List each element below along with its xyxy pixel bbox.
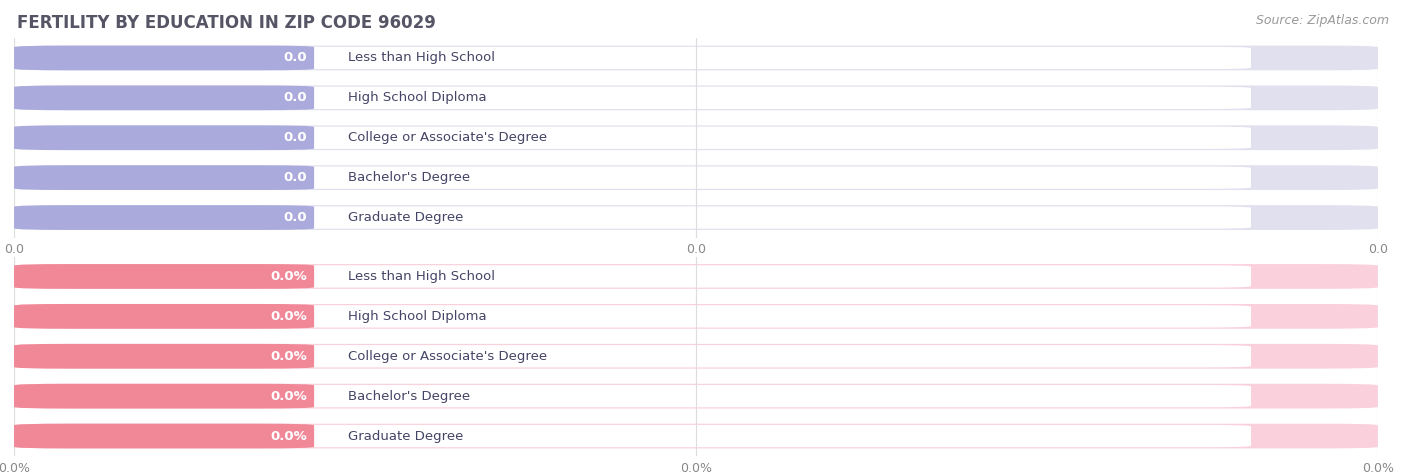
FancyBboxPatch shape bbox=[14, 424, 314, 448]
Text: Bachelor's Degree: Bachelor's Degree bbox=[347, 390, 470, 403]
Text: Source: ZipAtlas.com: Source: ZipAtlas.com bbox=[1256, 14, 1389, 27]
FancyBboxPatch shape bbox=[269, 166, 1251, 189]
FancyBboxPatch shape bbox=[269, 86, 1251, 109]
Text: College or Associate's Degree: College or Associate's Degree bbox=[347, 350, 547, 363]
FancyBboxPatch shape bbox=[14, 264, 314, 289]
FancyBboxPatch shape bbox=[269, 305, 1251, 328]
FancyBboxPatch shape bbox=[14, 384, 314, 408]
FancyBboxPatch shape bbox=[269, 345, 1251, 368]
FancyBboxPatch shape bbox=[14, 304, 314, 329]
Text: Graduate Degree: Graduate Degree bbox=[347, 211, 463, 224]
Text: 0.0%: 0.0% bbox=[270, 350, 308, 363]
Text: 0.0%: 0.0% bbox=[270, 270, 308, 283]
Text: 0.0: 0.0 bbox=[284, 171, 308, 184]
FancyBboxPatch shape bbox=[14, 344, 314, 369]
FancyBboxPatch shape bbox=[14, 205, 314, 230]
FancyBboxPatch shape bbox=[14, 205, 1378, 230]
FancyBboxPatch shape bbox=[269, 206, 1251, 229]
Text: 0.0: 0.0 bbox=[284, 51, 308, 65]
Text: 0.0%: 0.0% bbox=[270, 390, 308, 403]
FancyBboxPatch shape bbox=[14, 86, 314, 110]
Text: FERTILITY BY EDUCATION IN ZIP CODE 96029: FERTILITY BY EDUCATION IN ZIP CODE 96029 bbox=[17, 14, 436, 32]
FancyBboxPatch shape bbox=[14, 46, 314, 70]
Text: College or Associate's Degree: College or Associate's Degree bbox=[347, 131, 547, 144]
Text: Less than High School: Less than High School bbox=[347, 51, 495, 65]
FancyBboxPatch shape bbox=[14, 264, 1378, 289]
FancyBboxPatch shape bbox=[269, 425, 1251, 447]
FancyBboxPatch shape bbox=[14, 86, 1378, 110]
Text: 0.0%: 0.0% bbox=[270, 429, 308, 443]
FancyBboxPatch shape bbox=[14, 384, 1378, 408]
FancyBboxPatch shape bbox=[14, 125, 1378, 150]
Text: High School Diploma: High School Diploma bbox=[347, 91, 486, 104]
FancyBboxPatch shape bbox=[14, 165, 314, 190]
Text: 0.0: 0.0 bbox=[284, 91, 308, 104]
FancyBboxPatch shape bbox=[14, 165, 1378, 190]
FancyBboxPatch shape bbox=[269, 385, 1251, 408]
FancyBboxPatch shape bbox=[14, 46, 1378, 70]
FancyBboxPatch shape bbox=[14, 344, 1378, 369]
Text: Bachelor's Degree: Bachelor's Degree bbox=[347, 171, 470, 184]
Text: 0.0%: 0.0% bbox=[270, 310, 308, 323]
Text: 0.0: 0.0 bbox=[284, 211, 308, 224]
Text: Less than High School: Less than High School bbox=[347, 270, 495, 283]
Text: High School Diploma: High School Diploma bbox=[347, 310, 486, 323]
FancyBboxPatch shape bbox=[269, 265, 1251, 288]
FancyBboxPatch shape bbox=[269, 126, 1251, 149]
Text: Graduate Degree: Graduate Degree bbox=[347, 429, 463, 443]
Text: 0.0: 0.0 bbox=[284, 131, 308, 144]
FancyBboxPatch shape bbox=[14, 424, 1378, 448]
FancyBboxPatch shape bbox=[14, 304, 1378, 329]
FancyBboxPatch shape bbox=[269, 47, 1251, 69]
FancyBboxPatch shape bbox=[14, 125, 314, 150]
